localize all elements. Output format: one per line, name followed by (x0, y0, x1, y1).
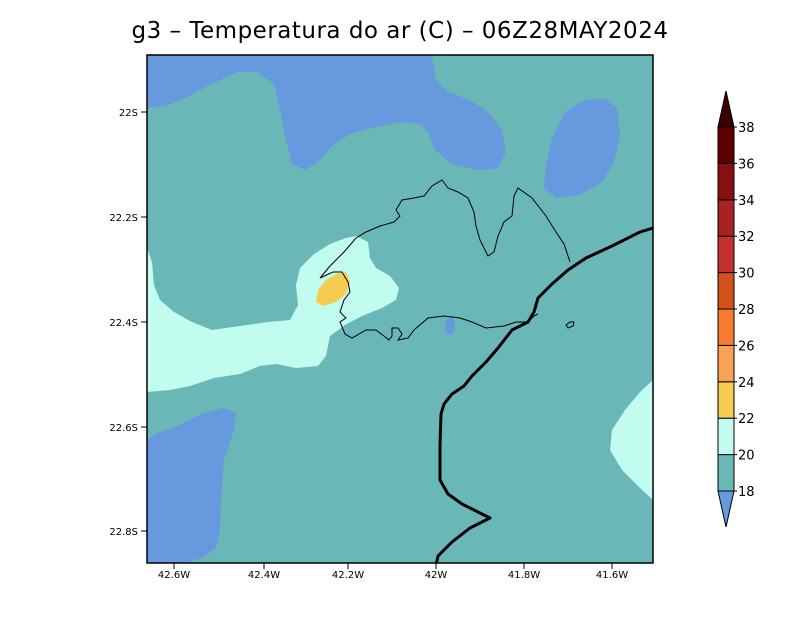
colorbar-label: 22 (738, 412, 755, 427)
y-tick-label: 22.4S (109, 318, 138, 329)
plot-frame (146, 54, 654, 564)
colorbar-label: 38 (738, 121, 755, 136)
y-tick-label: 22S (119, 108, 138, 119)
x-tick-label: 42.6W (158, 570, 190, 581)
colorbar-segment (717, 308, 735, 346)
colorbar-segment (717, 199, 735, 237)
colorbar-label: 20 (738, 449, 755, 464)
colorbar-label: 26 (738, 339, 755, 354)
colorbar: 18 20 22 24 26 28 30 32 34 36 38 (717, 90, 755, 528)
x-tick-label: 42.4W (248, 570, 280, 581)
region-18-20-north (147, 55, 506, 170)
region-18-20-northeast (544, 98, 620, 198)
x-tick-label: 42W (425, 570, 448, 581)
region-18-20-spot (445, 317, 455, 335)
y-tick-label: 22.6S (109, 423, 138, 434)
colorbar-segment (717, 454, 735, 492)
map-title: g3 – Temperatura do ar (C) – 06Z28MAY202… (131, 18, 669, 44)
plot-area (147, 55, 653, 563)
colorbar-segment (717, 344, 735, 383)
region-18-20-southwest (147, 408, 236, 563)
x-tick-label: 42.2W (332, 570, 364, 581)
x-tick-label: 41.6W (596, 570, 628, 581)
y-tick-label: 22.2S (109, 213, 138, 224)
region-24-26 (316, 272, 350, 306)
y-axis: 22S 22.2S 22.4S 22.6S 22.8S (109, 108, 147, 538)
colorbar-label: 28 (738, 303, 755, 318)
colorbar-segment (717, 417, 735, 456)
region-22-24-southeast (610, 380, 653, 500)
municipal-boundary (319, 271, 539, 341)
colorbar-label: 18 (738, 485, 755, 500)
colorbar-segment (717, 235, 735, 274)
x-tick-label: 41.8W (508, 570, 540, 581)
colorbar-label: 24 (738, 376, 755, 391)
colorbar-extend-low (717, 490, 735, 528)
colorbar-segment (717, 272, 735, 310)
island-outline (565, 321, 575, 329)
colorbar-label: 34 (738, 194, 755, 209)
state-boundary (434, 226, 653, 563)
colorbar-label: 32 (738, 230, 755, 245)
y-tick-label: 22.8S (109, 527, 138, 538)
colorbar-label: 36 (738, 157, 755, 172)
colorbar-segment (717, 162, 735, 201)
colorbar-label: 30 (738, 267, 755, 282)
colorbar-segment (717, 126, 735, 164)
x-axis: 42.6W 42.4W 42.2W 42W 41.8W 41.6W (158, 563, 628, 581)
colorbar-segment (717, 381, 735, 419)
municipal-boundary (319, 179, 571, 279)
colorbar-extend-high (717, 90, 735, 128)
